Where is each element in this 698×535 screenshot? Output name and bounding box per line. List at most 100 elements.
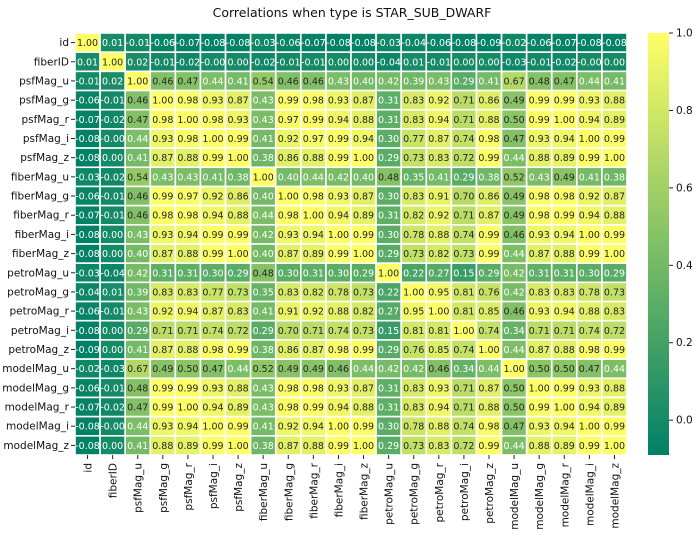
cell-value-label: 0.00	[604, 57, 625, 68]
cell-value-label: 0.89	[604, 403, 625, 414]
cell-value-label: 0.86	[478, 192, 499, 203]
cell-value-label: 0.83	[403, 96, 424, 107]
cell-value-label: 0.88	[353, 403, 374, 414]
colorbar-tick-label: 0.4	[676, 260, 693, 272]
cell-value-label: 0.83	[278, 287, 299, 298]
cell-value-label: -0.06	[427, 38, 452, 49]
cell-value-label: 0.94	[554, 230, 575, 241]
cell-value-label: 0.43	[328, 76, 349, 87]
cell-value-label: 0.31	[378, 211, 399, 222]
y-tick-label: petroMag_u	[7, 267, 69, 279]
x-tick-label: fiberMag_r	[308, 462, 320, 518]
cell-value-label: 0.47	[177, 76, 198, 87]
cell-value-label: 0.00	[328, 57, 349, 68]
cell-value-label: 0.71	[453, 403, 474, 414]
cell-value-label: 0.98	[177, 211, 198, 222]
cell-value-label: 0.81	[453, 287, 474, 298]
cell-value-label: -0.08	[326, 38, 351, 49]
cell-value-label: 0.98	[152, 115, 173, 126]
cell-value-label: 0.40	[127, 249, 148, 260]
cell-value-label: 0.98	[478, 422, 499, 433]
cell-value-label: 0.94	[177, 307, 198, 318]
cell-value-label: 0.22	[403, 268, 424, 279]
colorbar-tick-label: 0.0	[676, 415, 693, 427]
cell-value-label: -0.08	[602, 38, 627, 49]
cell-value-label: 0.00	[228, 57, 249, 68]
cell-value-label: 0.78	[579, 287, 600, 298]
cell-value-label: 1.00	[328, 422, 349, 433]
cell-value-label: 0.87	[202, 307, 223, 318]
heatmap-cells: 1.00 0.01 -0.01 -0.06 -0.07 -0.08 -0.08 -0.03 -0…	[74, 32, 628, 456]
cell-value-label: 0.83	[604, 307, 625, 318]
cell-value-label: 0.44	[127, 422, 148, 433]
x-tick-labels: id fiberID psfMag_u psfMag_g psfMag_r psfMag_…	[83, 455, 621, 530]
cell-value-label: 0.44	[353, 364, 374, 375]
cell-value-label: 0.87	[152, 345, 173, 356]
cell-value-label: 0.43	[127, 307, 148, 318]
cell-value-label: 0.52	[253, 364, 274, 375]
cell-value-label: 0.49	[278, 364, 299, 375]
cell-value-label: 0.97	[303, 134, 324, 145]
cell-value-label: 0.88	[177, 153, 198, 164]
cell-value-label: 0.38	[253, 441, 274, 452]
cell-value-label: -0.01	[276, 57, 301, 68]
cell-value-label: 0.77	[202, 287, 223, 298]
cell-value-label: -0.08	[75, 441, 100, 452]
cell-value-label: 0.89	[177, 441, 198, 452]
cell-value-label: 0.98	[177, 134, 198, 145]
cell-value-label: -0.02	[251, 57, 276, 68]
cell-value-label: 0.41	[127, 345, 148, 356]
cell-value-label: 0.47	[554, 76, 575, 87]
cell-value-label: 0.87	[152, 153, 173, 164]
cell-value-label: 0.89	[554, 153, 575, 164]
cell-value-label: -0.06	[75, 192, 100, 203]
cell-value-label: 0.94	[579, 115, 600, 126]
cell-value-label: 0.00	[453, 57, 474, 68]
cell-value-label: 0.29	[604, 268, 625, 279]
cell-value-label: -0.01	[125, 38, 150, 49]
cell-value-label: 0.42	[253, 230, 274, 241]
cell-value-label: 0.44	[202, 76, 223, 87]
cell-value-label: 0.50	[177, 364, 198, 375]
cell-value-label: 0.46	[127, 211, 148, 222]
cell-value-label: -0.08	[75, 134, 100, 145]
cell-value-label: 0.29	[353, 268, 374, 279]
cell-value-label: 0.93	[152, 134, 173, 145]
cell-value-label: 0.99	[202, 249, 223, 260]
cell-value-label: 0.93	[152, 230, 173, 241]
cell-value-label: 0.88	[428, 422, 449, 433]
cell-value-label: 0.31	[378, 96, 399, 107]
cell-value-label: -0.06	[75, 307, 100, 318]
cell-value-label: 0.38	[604, 172, 625, 183]
cell-value-label: 0.71	[453, 211, 474, 222]
cell-value-label: 0.88	[303, 441, 324, 452]
y-tick-label: petroMag_i	[11, 325, 69, 337]
y-tick-label: fiberMag_u	[11, 171, 69, 183]
cell-value-label: 0.87	[303, 345, 324, 356]
cell-value-label: 0.92	[428, 211, 449, 222]
cell-value-label: 0.99	[478, 441, 499, 452]
cell-value-label: 0.54	[127, 172, 148, 183]
cell-value-label: 0.43	[253, 403, 274, 414]
cell-value-label: 0.01	[102, 287, 123, 298]
cell-value-label: 0.50	[504, 403, 525, 414]
cell-value-label: 1.00	[554, 403, 575, 414]
cell-value-label: -0.01	[100, 192, 125, 203]
cell-value-label: 0.44	[253, 211, 274, 222]
y-tick-label: psfMag_r	[21, 114, 69, 126]
cell-value-label: 1.00	[579, 230, 600, 241]
cell-value-label: 0.92	[152, 307, 173, 318]
y-tick-label: modelMag_z	[3, 440, 69, 452]
cell-value-label: 0.73	[228, 287, 249, 298]
cell-value-label: 0.94	[202, 403, 223, 414]
cell-value-label: 1.00	[177, 115, 198, 126]
cell-value-label: -0.01	[427, 57, 452, 68]
y-tick-label: psfMag_z	[20, 152, 69, 164]
colorbar-tick-label: 0.8	[676, 105, 693, 117]
cell-value-label: 0.74	[579, 326, 600, 337]
cell-value-label: 0.29	[378, 153, 399, 164]
y-tick-label: modelMag_g	[2, 382, 69, 394]
cell-value-label: 0.94	[353, 134, 374, 145]
cell-value-label: 0.31	[152, 268, 173, 279]
cell-value-label: -0.01	[100, 96, 125, 107]
